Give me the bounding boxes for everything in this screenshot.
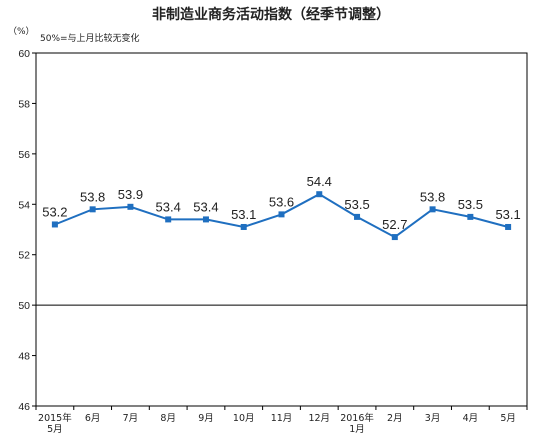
- x-tick-label: 5月: [500, 413, 516, 424]
- data-label: 53.1: [495, 207, 520, 222]
- data-label: 53.1: [231, 207, 256, 222]
- data-label: 53.5: [344, 197, 369, 212]
- y-tick-label: 54: [18, 199, 30, 211]
- x-tick-label: 6月: [85, 413, 101, 424]
- y-tick-label: 46: [18, 401, 30, 413]
- x-tick-label: 1月: [349, 424, 365, 435]
- data-point: [467, 213, 474, 220]
- x-tick-label: 9月: [198, 413, 214, 424]
- data-point: [429, 206, 436, 213]
- y-axis: 46 48 50 52 54 56 58 60: [18, 48, 36, 413]
- data-label: 52.7: [382, 217, 407, 232]
- x-tick-label: 12月: [308, 413, 330, 424]
- data-point: [89, 206, 96, 213]
- x-tick-label: 4月: [463, 413, 479, 424]
- y-tick-label: 52: [18, 250, 30, 262]
- data-point: [354, 213, 361, 220]
- y-tick-label: 48: [18, 351, 30, 363]
- data-label: 53.5: [458, 197, 483, 212]
- x-tick-label: 2016年: [340, 412, 374, 424]
- data-label: 53.9: [118, 187, 143, 202]
- chart-title: 非制造业商务活动指数（经季节调整）: [152, 6, 390, 23]
- data-point: [505, 223, 512, 230]
- data-point: [391, 234, 398, 241]
- data-label: 53.4: [156, 199, 181, 214]
- x-tick-label: 11月: [271, 413, 293, 424]
- y-tick-label: 58: [18, 98, 30, 110]
- y-tick-label: 50: [18, 300, 30, 312]
- data-point: [202, 216, 209, 223]
- y-axis-unit: （%）: [8, 26, 35, 37]
- x-tick-label: 10月: [233, 413, 255, 424]
- y-tick-label: 60: [18, 48, 30, 60]
- data-point: [240, 223, 247, 230]
- x-tick-label: 7月: [123, 413, 139, 424]
- data-label: 53.4: [193, 199, 218, 214]
- series-points: [51, 191, 512, 241]
- data-point: [278, 211, 285, 218]
- x-tick-label: 2月: [387, 413, 403, 424]
- data-point: [316, 191, 323, 198]
- data-label: 53.6: [269, 194, 294, 209]
- data-label: 53.8: [80, 189, 105, 204]
- x-tick-label: 5月: [47, 424, 63, 435]
- data-point: [127, 203, 134, 210]
- data-point: [165, 216, 172, 223]
- data-label: 53.8: [420, 189, 445, 204]
- x-tick-label: 3月: [425, 413, 441, 424]
- data-label: 54.4: [307, 174, 332, 189]
- data-labels: 53.2 53.8 53.9 53.4 53.4 53.1 53.6 54.4 53.5 52.7…: [42, 174, 521, 232]
- reference-note: 50%=与上月比较无变化: [40, 32, 140, 44]
- y-tick-label: 56: [18, 149, 30, 161]
- data-point: [51, 221, 58, 228]
- x-tick-label: 8月: [160, 413, 176, 424]
- plot-frame: [35, 52, 528, 407]
- x-tick-label: 2015年: [38, 412, 72, 424]
- data-label: 53.2: [42, 204, 67, 219]
